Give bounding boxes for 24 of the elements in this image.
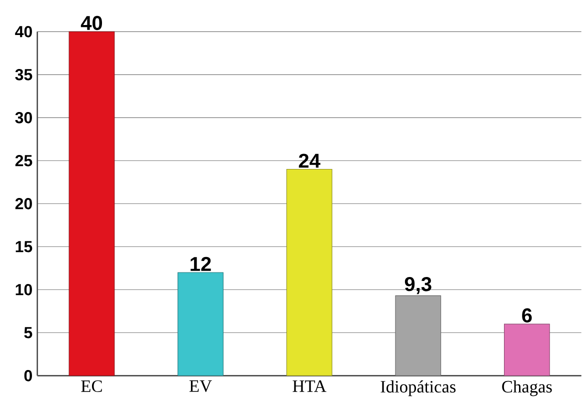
- x-tick-label: Chagas: [502, 380, 552, 396]
- bar: [178, 272, 224, 376]
- y-tick-label: 10: [16, 284, 32, 296]
- bar: [68, 31, 115, 376]
- y-tick-label: 5: [24, 327, 32, 338]
- y-tick-label: 20: [15, 198, 32, 210]
- data-label: 40: [80, 16, 102, 30]
- data-label: 9,3: [404, 277, 432, 294]
- bar: [504, 324, 550, 376]
- data-label: 12: [190, 256, 211, 271]
- y-tick-label: 30: [15, 112, 32, 124]
- x-tick-label: Idiopáticas: [380, 380, 456, 396]
- x-tick-label: EC: [81, 380, 102, 392]
- y-tick-label: 35: [15, 69, 32, 80]
- y-tick-label: 15: [16, 241, 32, 252]
- data-label: 24: [298, 154, 320, 168]
- bar: [395, 295, 442, 376]
- data-label: 6: [522, 308, 532, 322]
- y-tick-label: 25: [15, 155, 32, 166]
- y-tick-label: 0: [24, 370, 32, 382]
- bar: [286, 169, 332, 376]
- x-tick-label: HTA: [292, 380, 326, 392]
- y-tick-label: 40: [15, 26, 32, 38]
- x-tick-label: EV: [189, 380, 212, 392]
